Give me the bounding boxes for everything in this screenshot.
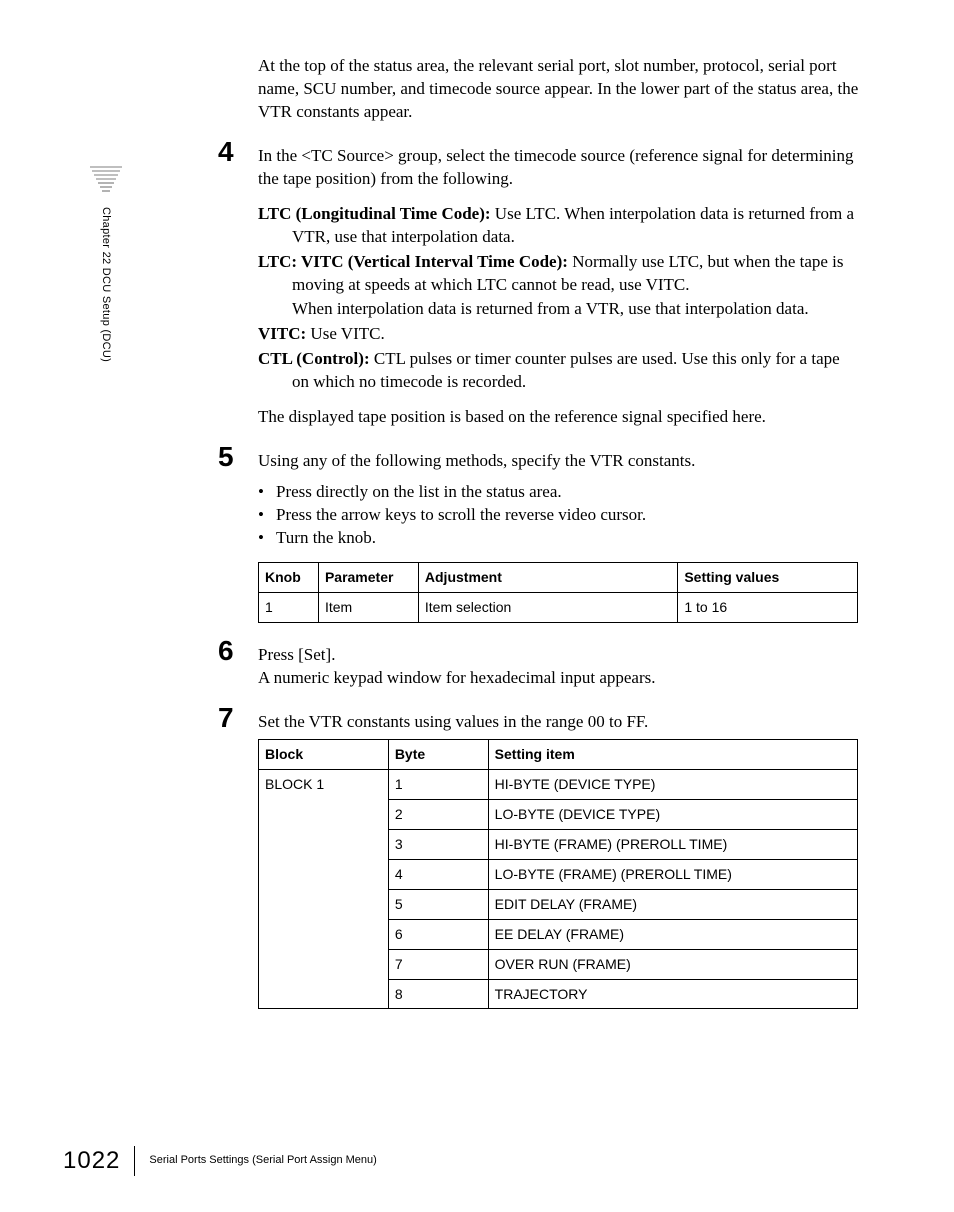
bullet-text: Press the arrow keys to scroll the rever… xyxy=(276,504,646,527)
table-header-row: Knob Parameter Adjustment Setting values xyxy=(259,562,858,592)
def-ltcvitc-cont: When interpolation data is returned from… xyxy=(258,298,860,321)
bullet-text: Turn the knob. xyxy=(276,527,376,550)
step-7: 7 Set the VTR constants using values in … xyxy=(218,704,860,734)
table-cell: 3 xyxy=(388,830,488,860)
step4-tail: The displayed tape position is based on … xyxy=(258,406,860,429)
table-cell: LO-BYTE (FRAME) (PREROLL TIME) xyxy=(488,860,857,890)
intro-paragraph: At the top of the status area, the relev… xyxy=(258,55,860,124)
def-vitc: VITC: Use VITC. xyxy=(258,323,860,346)
bullet-text: Press directly on the list in the status… xyxy=(276,481,562,504)
def-body: CTL pulses or timer counter pulses are u… xyxy=(292,349,840,391)
table-cell: OVER RUN (FRAME) xyxy=(488,949,857,979)
table-header-row: Block Byte Setting item xyxy=(259,740,858,770)
def-body: Use VITC. xyxy=(310,324,384,343)
bullet-list: •Press directly on the list in the statu… xyxy=(258,481,860,550)
table-header: Parameter xyxy=(318,562,418,592)
table-cell: 7 xyxy=(388,949,488,979)
step-text: Set the VTR constants using values in th… xyxy=(258,711,860,734)
footer-divider xyxy=(134,1146,135,1176)
page-number: 1022 xyxy=(63,1145,134,1177)
table-cell: HI-BYTE (FRAME) (PREROLL TIME) xyxy=(488,830,857,860)
step-number: 6 xyxy=(218,637,258,665)
def-term: LTC: VITC (Vertical Interval Time Code): xyxy=(258,252,572,271)
def-ltc: LTC (Longitudinal Time Code): Use LTC. W… xyxy=(258,203,860,249)
list-item: •Turn the knob. xyxy=(258,527,860,550)
chapter-label: Chapter 22 DCU Setup (DCU) xyxy=(98,207,113,362)
table-cell: 5 xyxy=(388,889,488,919)
table-cell: 1 xyxy=(388,770,488,800)
table-cell: EE DELAY (FRAME) xyxy=(488,919,857,949)
page-footer: 1022 Serial Ports Settings (Serial Port … xyxy=(63,1145,377,1177)
step6-after: A numeric keypad window for hexadecimal … xyxy=(258,667,860,690)
list-item: •Press directly on the list in the statu… xyxy=(258,481,860,504)
table-cell: 6 xyxy=(388,919,488,949)
definition-list: LTC (Longitudinal Time Code): Use LTC. W… xyxy=(258,203,860,395)
sidebar-lines-icon xyxy=(90,165,122,195)
bullet-icon: • xyxy=(258,481,276,504)
step-4: 4 In the <TC Source> group, select the t… xyxy=(218,138,860,191)
step-6: 6 Press [Set]. xyxy=(218,637,860,667)
step-text: Using any of the following methods, spec… xyxy=(258,450,860,473)
table-cell: EDIT DELAY (FRAME) xyxy=(488,889,857,919)
def-ctl: CTL (Control): CTL pulses or timer count… xyxy=(258,348,860,394)
table-header: Block xyxy=(259,740,389,770)
table-cell: 1 to 16 xyxy=(678,592,858,622)
def-ltcvitc: LTC: VITC (Vertical Interval Time Code):… xyxy=(258,251,860,297)
table-cell: 8 xyxy=(388,979,488,1009)
def-term: VITC: xyxy=(258,324,310,343)
page-content: At the top of the status area, the relev… xyxy=(218,55,860,1017)
table-header: Byte xyxy=(388,740,488,770)
step-number: 7 xyxy=(218,704,258,732)
step-text: In the <TC Source> group, select the tim… xyxy=(258,145,860,191)
table-cell: TRAJECTORY xyxy=(488,979,857,1009)
bullet-icon: • xyxy=(258,527,276,550)
knob-table: Knob Parameter Adjustment Setting values… xyxy=(258,562,858,623)
table-cell: LO-BYTE (DEVICE TYPE) xyxy=(488,800,857,830)
footer-title: Serial Ports Settings (Serial Port Assig… xyxy=(149,1153,376,1168)
table-header: Setting values xyxy=(678,562,858,592)
table-cell: 1 xyxy=(259,592,319,622)
def-term: LTC (Longitudinal Time Code): xyxy=(258,204,495,223)
table-row: 1 Item Item selection 1 to 16 xyxy=(259,592,858,622)
table-cell: 2 xyxy=(388,800,488,830)
def-term: CTL (Control): xyxy=(258,349,374,368)
step-text: Press [Set]. xyxy=(258,644,860,667)
block-table: Block Byte Setting item BLOCK 1 1 HI-BYT… xyxy=(258,739,858,1009)
table-header: Adjustment xyxy=(418,562,677,592)
table-row: BLOCK 1 1 HI-BYTE (DEVICE TYPE) xyxy=(259,770,858,800)
step-number: 5 xyxy=(218,443,258,471)
step-number: 4 xyxy=(218,138,258,166)
table-cell: HI-BYTE (DEVICE TYPE) xyxy=(488,770,857,800)
bullet-icon: • xyxy=(258,504,276,527)
table-cell: Item selection xyxy=(418,592,677,622)
table-header: Setting item xyxy=(488,740,857,770)
list-item: •Press the arrow keys to scroll the reve… xyxy=(258,504,860,527)
table-cell: 4 xyxy=(388,860,488,890)
table-header: Knob xyxy=(259,562,319,592)
sidebar: Chapter 22 DCU Setup (DCU) xyxy=(90,165,122,202)
table-cell: BLOCK 1 xyxy=(259,770,389,1009)
step-5: 5 Using any of the following methods, sp… xyxy=(218,443,860,473)
table-cell: Item xyxy=(318,592,418,622)
